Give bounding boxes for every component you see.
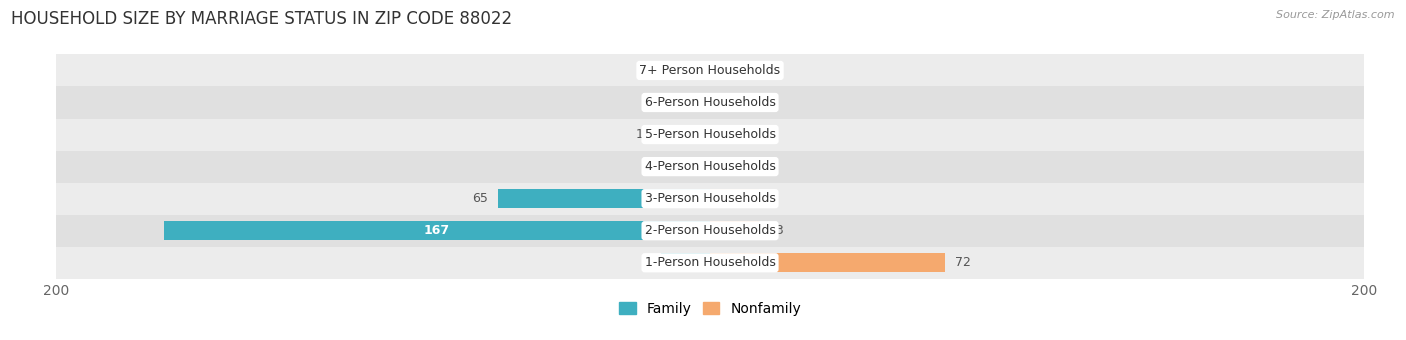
Bar xyxy=(56,86,1364,119)
Bar xyxy=(56,119,1364,151)
Bar xyxy=(710,189,759,208)
Text: 1-Person Households: 1-Person Households xyxy=(644,256,776,269)
Bar xyxy=(165,221,710,240)
Bar xyxy=(56,54,1364,86)
Bar xyxy=(56,183,1364,215)
Text: 0: 0 xyxy=(769,128,778,141)
Text: 0: 0 xyxy=(769,192,778,205)
Text: 11: 11 xyxy=(636,128,651,141)
Bar xyxy=(710,157,759,176)
Bar xyxy=(661,157,710,176)
Text: 7+ Person Households: 7+ Person Households xyxy=(640,64,780,77)
Text: 5-Person Households: 5-Person Households xyxy=(644,128,776,141)
Bar xyxy=(56,151,1364,183)
Bar xyxy=(498,189,710,208)
Text: 0: 0 xyxy=(643,160,651,173)
Text: 0: 0 xyxy=(643,96,651,109)
Text: 2-Person Households: 2-Person Households xyxy=(644,224,776,237)
Text: 3-Person Households: 3-Person Households xyxy=(644,192,776,205)
Bar xyxy=(661,125,710,144)
Bar xyxy=(56,247,1364,279)
Bar xyxy=(56,215,1364,247)
Text: 167: 167 xyxy=(425,224,450,237)
Text: 0: 0 xyxy=(769,96,778,109)
Legend: Family, Nonfamily: Family, Nonfamily xyxy=(613,296,807,321)
Text: 13: 13 xyxy=(769,224,785,237)
Bar xyxy=(710,61,759,80)
Text: 0: 0 xyxy=(643,256,651,269)
Text: Source: ZipAtlas.com: Source: ZipAtlas.com xyxy=(1277,10,1395,20)
Bar xyxy=(661,61,710,80)
Bar xyxy=(710,221,759,240)
Bar xyxy=(710,125,759,144)
Text: HOUSEHOLD SIZE BY MARRIAGE STATUS IN ZIP CODE 88022: HOUSEHOLD SIZE BY MARRIAGE STATUS IN ZIP… xyxy=(11,10,512,28)
Text: 0: 0 xyxy=(769,64,778,77)
Bar xyxy=(661,254,710,272)
Text: 6-Person Households: 6-Person Households xyxy=(644,96,776,109)
Text: 0: 0 xyxy=(769,160,778,173)
Bar xyxy=(661,93,710,112)
Text: 4-Person Households: 4-Person Households xyxy=(644,160,776,173)
Bar xyxy=(710,93,759,112)
Text: 65: 65 xyxy=(472,192,488,205)
Bar xyxy=(710,254,945,272)
Text: 0: 0 xyxy=(643,64,651,77)
Text: 72: 72 xyxy=(955,256,972,269)
